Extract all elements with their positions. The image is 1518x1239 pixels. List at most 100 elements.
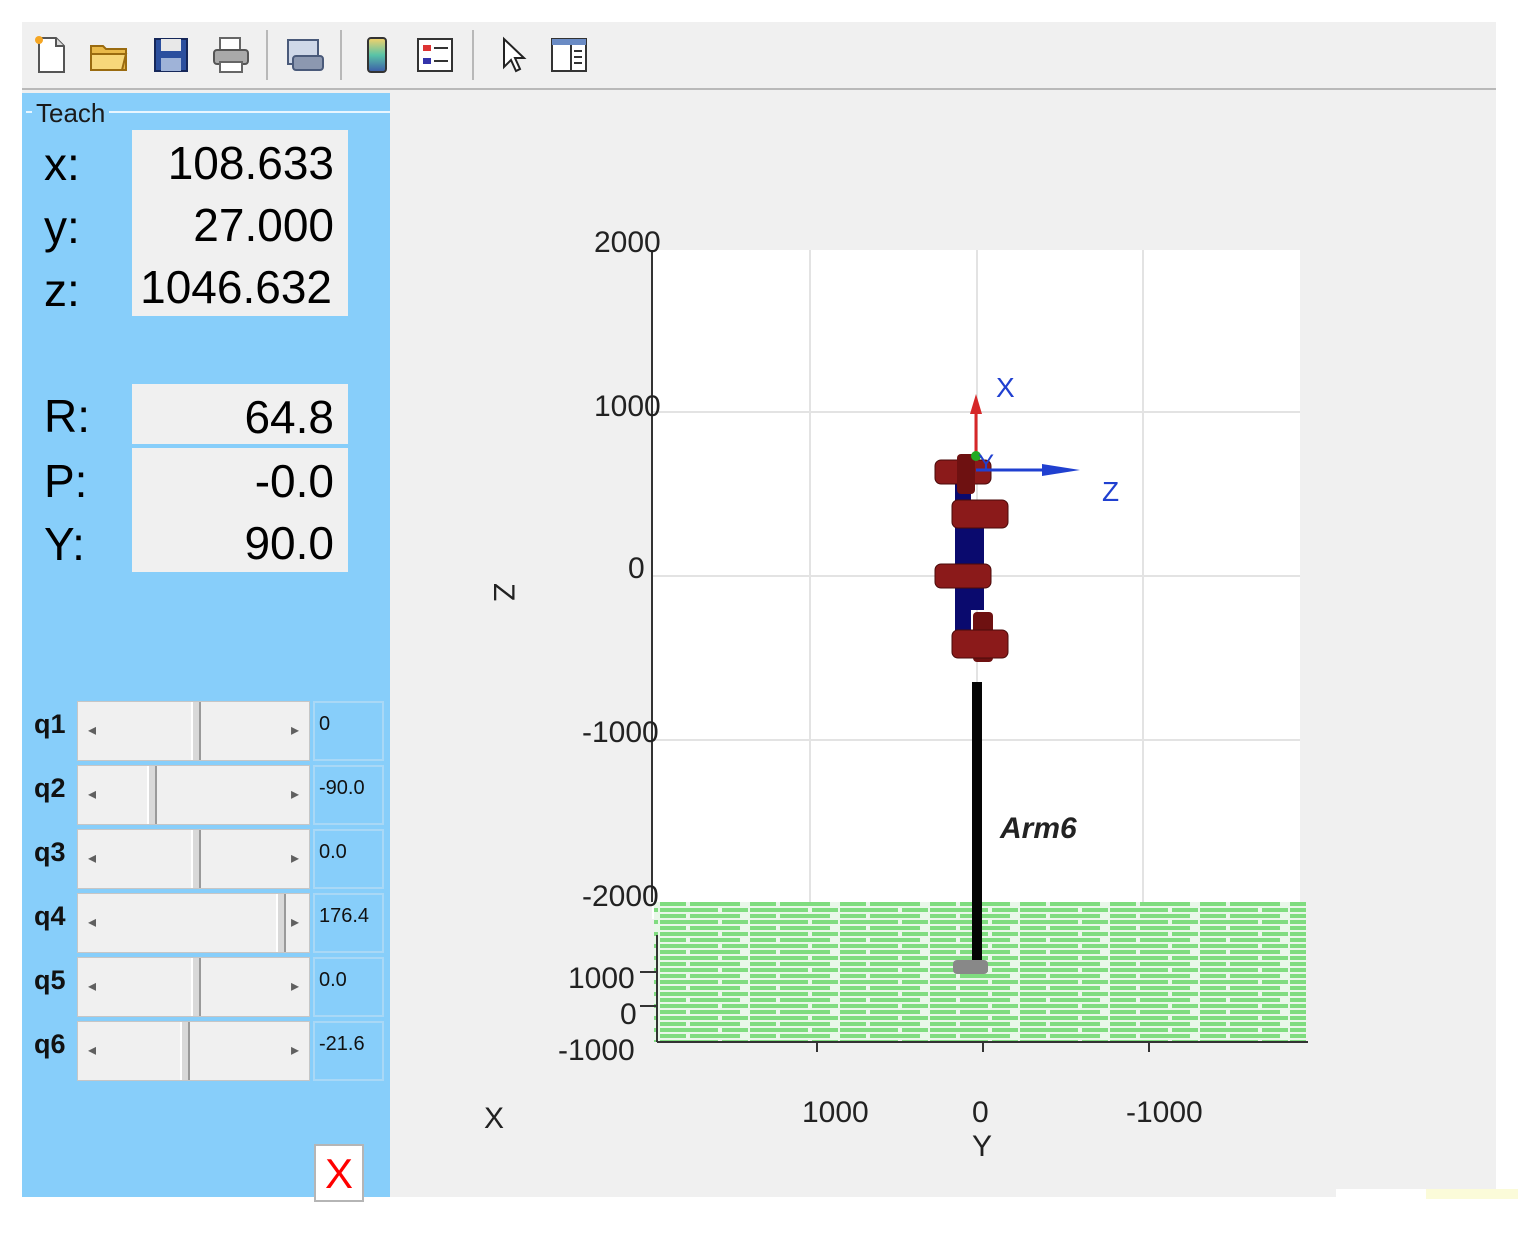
slider-trough[interactable]	[106, 958, 281, 1016]
figure-window: Teach x: y: z: 108.633 27.000 1046.632 R…	[22, 22, 1496, 1202]
print-preview-icon[interactable]	[284, 34, 326, 76]
slider-trough[interactable]	[106, 1022, 281, 1080]
slider-trough[interactable]	[106, 894, 287, 952]
legend-icon[interactable]	[414, 34, 456, 76]
slider-left-arrow-icon[interactable]: ◂	[88, 786, 97, 803]
slider-thumb[interactable]	[190, 958, 201, 1016]
robot-joint-1	[951, 629, 1009, 659]
y-tick-1000: 1000	[802, 1096, 869, 1129]
joint-value-q1[interactable]: 0	[313, 701, 384, 761]
y-axis-label: Y	[972, 1130, 993, 1163]
z-axis-label: Z	[487, 583, 520, 602]
print-icon[interactable]	[210, 34, 252, 76]
pose-value-z: 1046.632	[132, 254, 348, 316]
slider-thumb[interactable]	[146, 766, 157, 824]
robot-joint-2	[934, 563, 992, 589]
slider-right-arrow-icon[interactable]: ▸	[290, 722, 299, 739]
frame-y-axis	[971, 451, 981, 461]
joint-slider-q5[interactable]: ◂ ▸	[77, 957, 310, 1017]
frame-x-label: X	[996, 372, 1015, 403]
orient-value-p: -0.0	[132, 448, 348, 510]
slider-left-arrow-icon[interactable]: ◂	[88, 722, 97, 739]
joint-slider-q3[interactable]: ◂ ▸	[77, 829, 310, 889]
joint-slider-q1[interactable]: ◂ ▸	[77, 701, 310, 761]
robot-name-label: Arm6	[1000, 812, 1077, 845]
x-tick-1000: 1000	[568, 962, 635, 995]
slider-trough[interactable]	[106, 766, 281, 824]
joint-value-q6[interactable]: -21.6	[313, 1021, 384, 1081]
toolbar-separator	[472, 30, 474, 80]
plot-area: 2000 1000 0 -1000 -2000 1000 0 -1000 100…	[390, 90, 1496, 1197]
pose-label-x: x:	[44, 138, 80, 190]
joint-value-q5[interactable]: 0.0	[313, 957, 384, 1017]
joint-slider-q2[interactable]: ◂ ▸	[77, 765, 310, 825]
z-tick-0: 0	[628, 552, 645, 585]
joint-slider-q4[interactable]: ◂ ▸	[77, 893, 310, 953]
teach-panel: Teach x: y: z: 108.633 27.000 1046.632 R…	[22, 93, 390, 1202]
robot-base	[953, 960, 988, 974]
orient-label-y: Y:	[44, 518, 85, 570]
slider-left-arrow-icon[interactable]: ◂	[88, 978, 97, 995]
slider-right-arrow-icon[interactable]: ▸	[290, 1042, 299, 1059]
joint-label-q4: q4	[34, 901, 66, 931]
frame-x-arrowhead	[970, 394, 982, 414]
joint-slider-q6[interactable]: ◂ ▸	[77, 1021, 310, 1081]
toolbar	[22, 22, 1496, 90]
pose-value-x: 108.633	[132, 130, 348, 192]
slider-trough[interactable]	[106, 702, 281, 760]
joint-label-q5: q5	[34, 965, 66, 995]
slider-right-arrow-icon[interactable]: ▸	[290, 914, 299, 931]
open-folder-icon[interactable]	[88, 34, 130, 76]
slider-thumb[interactable]	[190, 702, 201, 760]
frame-z-arrowhead	[1042, 464, 1080, 476]
teach-title: Teach	[32, 98, 110, 129]
orient-value-r: 64.8	[132, 384, 348, 446]
pointer-icon[interactable]	[492, 34, 534, 76]
joint-label-q2: q2	[34, 773, 66, 803]
x-axis-label: X	[484, 1102, 505, 1135]
toolbar-separator	[340, 30, 342, 80]
pose-value-y: 27.000	[132, 192, 348, 254]
new-file-icon[interactable]	[30, 34, 72, 76]
slider-left-arrow-icon[interactable]: ◂	[88, 914, 97, 931]
joint-value-q3[interactable]: 0.0	[313, 829, 384, 889]
property-editor-icon[interactable]	[548, 34, 590, 76]
corner-highlight	[1426, 1189, 1518, 1199]
slider-thumb[interactable]	[190, 830, 201, 888]
orient-value-y: 90.0	[132, 510, 348, 572]
joint-value-q2[interactable]: -90.0	[313, 765, 384, 825]
joint-label-q3: q3	[34, 837, 66, 867]
slider-right-arrow-icon[interactable]: ▸	[290, 850, 299, 867]
slider-left-arrow-icon[interactable]: ◂	[88, 850, 97, 867]
toolbar-separator	[266, 30, 268, 80]
close-button[interactable]: X	[314, 1144, 364, 1202]
orient-label-p: P:	[44, 455, 88, 507]
robot-joint-3	[951, 499, 1009, 529]
joint-label-q6: q6	[34, 1029, 66, 1059]
joint-value-q4[interactable]: 176.4	[313, 893, 384, 953]
colorbar-icon[interactable]	[356, 34, 398, 76]
x-tick-0: 0	[620, 998, 637, 1031]
frame-y-label: Y	[978, 450, 995, 477]
slider-trough[interactable]	[106, 830, 281, 888]
slider-thumb[interactable]	[276, 894, 287, 952]
z-tick-minus-2000: -2000	[582, 880, 659, 913]
z-tick-1000: 1000	[594, 390, 661, 423]
save-icon[interactable]	[150, 34, 192, 76]
robot-plot	[640, 250, 1308, 1052]
frame-z-label: Z	[1102, 476, 1120, 507]
slider-right-arrow-icon[interactable]: ▸	[290, 786, 299, 803]
y-tick-0: 0	[972, 1096, 989, 1129]
joint-label-q1: q1	[34, 709, 66, 739]
slider-right-arrow-icon[interactable]: ▸	[290, 978, 299, 995]
pose-label-z: z:	[44, 264, 80, 316]
orient-label-r: R:	[44, 390, 90, 442]
slider-thumb[interactable]	[180, 1022, 190, 1080]
pose-label-y: y:	[44, 201, 80, 253]
y-tick-minus-1000: -1000	[1126, 1096, 1203, 1129]
slider-left-arrow-icon[interactable]: ◂	[88, 1042, 97, 1059]
teach-frame-line	[26, 111, 390, 113]
x-tick-minus-1000: -1000	[558, 1034, 635, 1067]
z-tick-minus-1000: -1000	[582, 716, 659, 749]
z-tick-2000: 2000	[594, 226, 661, 259]
